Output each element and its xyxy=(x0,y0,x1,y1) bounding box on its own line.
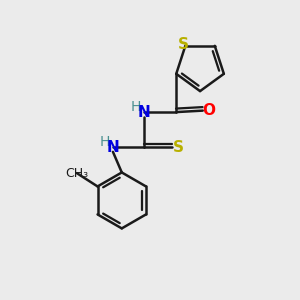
Text: S: S xyxy=(178,37,189,52)
Text: N: N xyxy=(106,140,119,155)
Text: N: N xyxy=(137,105,150,120)
Text: CH₃: CH₃ xyxy=(65,167,88,180)
Text: S: S xyxy=(173,140,184,155)
Text: O: O xyxy=(203,103,216,118)
Text: H: H xyxy=(100,135,110,149)
Text: H: H xyxy=(130,100,141,114)
